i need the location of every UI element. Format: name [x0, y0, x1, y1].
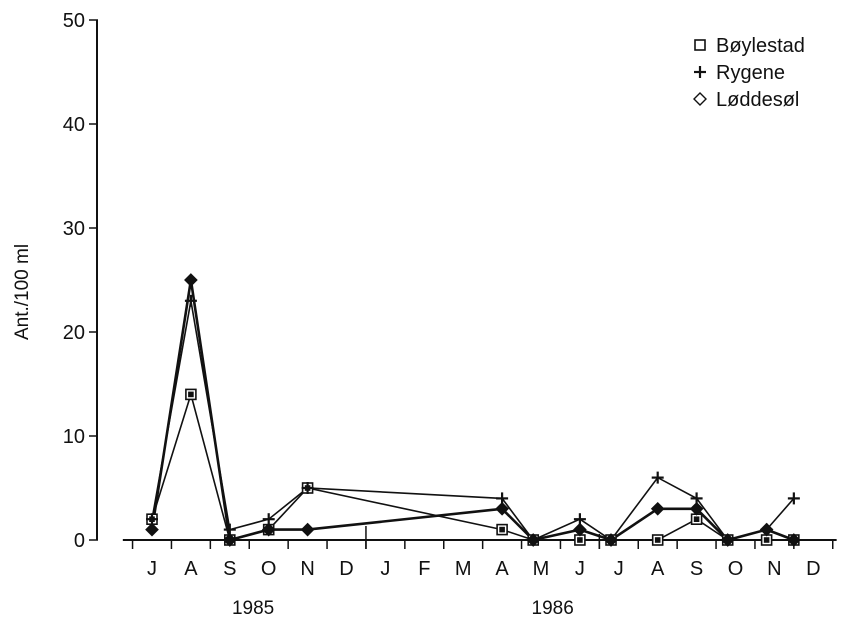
legend-marker-square [694, 39, 706, 51]
data-point-diamond [261, 522, 276, 537]
y-axis-label: Ant./100 ml [12, 244, 33, 340]
data-point-square-core [693, 516, 700, 523]
data-point-diamond [759, 522, 774, 537]
data-point-diamond [573, 522, 587, 537]
x-tick-label: N [767, 558, 781, 580]
x-tick-label: A [495, 558, 509, 580]
year-label: 1985 [232, 598, 274, 618]
x-tick-label: F [418, 558, 430, 580]
x-tick-label: A [184, 558, 198, 580]
data-point-diamond [300, 522, 315, 537]
x-tick-label: J [614, 558, 624, 580]
data-point-diamond [720, 533, 735, 547]
data-point-square-core [577, 537, 583, 543]
data-point-diamond [689, 501, 704, 516]
data-point-diamond [604, 533, 618, 547]
y-tick-label: 0 [74, 530, 85, 552]
x-tick-label: D [339, 558, 353, 580]
x-tick-label: O [261, 558, 277, 580]
series-layer [145, 273, 801, 547]
data-point-plus [787, 492, 800, 505]
x-tick-label: O [728, 558, 744, 580]
data-point-diamond [495, 501, 509, 516]
legend-marker-diamond [693, 92, 707, 106]
legend-label: Bøylestad [716, 35, 805, 57]
legend-label: Rygene [716, 62, 785, 84]
y-tick-label: 50 [63, 10, 85, 32]
y-tick-label: 20 [63, 322, 85, 344]
data-point-diamond [787, 533, 801, 547]
x-tick-label: J [380, 558, 390, 580]
data-point-square-core [188, 391, 194, 398]
x-tick-label: J [575, 558, 585, 580]
y-tick-label: 40 [63, 114, 85, 136]
year-label: 1986 [532, 598, 574, 618]
data-point-diamond [222, 533, 237, 547]
data-point-plus [301, 482, 314, 494]
legend-label: Løddesøl [716, 89, 799, 111]
y-tick-label: 30 [63, 218, 85, 240]
data-point-diamond [145, 522, 159, 537]
x-tick-label: S [223, 558, 236, 580]
legend: Bøylestad Rygene Løddesøl [693, 35, 805, 111]
data-point-plus [651, 471, 664, 484]
x-tick-label: M [533, 558, 550, 580]
data-point-plus [184, 294, 197, 307]
data-point-square-core [499, 526, 505, 533]
x-tick-label: A [651, 558, 665, 580]
x-tick-label: M [455, 558, 472, 580]
x-tick-label: S [690, 558, 703, 580]
data-point-diamond [650, 501, 665, 516]
x-tick-label: N [300, 558, 314, 580]
data-point-square-core [654, 537, 661, 543]
x-axis: J A S O N D J F M A M J J A S O N D 1985 1986 [122, 526, 837, 618]
data-point-diamond [184, 273, 198, 287]
data-point-diamond [526, 533, 541, 547]
x-tick-label: D [806, 558, 820, 580]
y-tick-label: 10 [63, 426, 85, 448]
x-tick-label: J [147, 558, 157, 580]
y-axis: 0 10 20 30 40 50 [63, 10, 98, 552]
data-point-square-core [763, 537, 770, 543]
